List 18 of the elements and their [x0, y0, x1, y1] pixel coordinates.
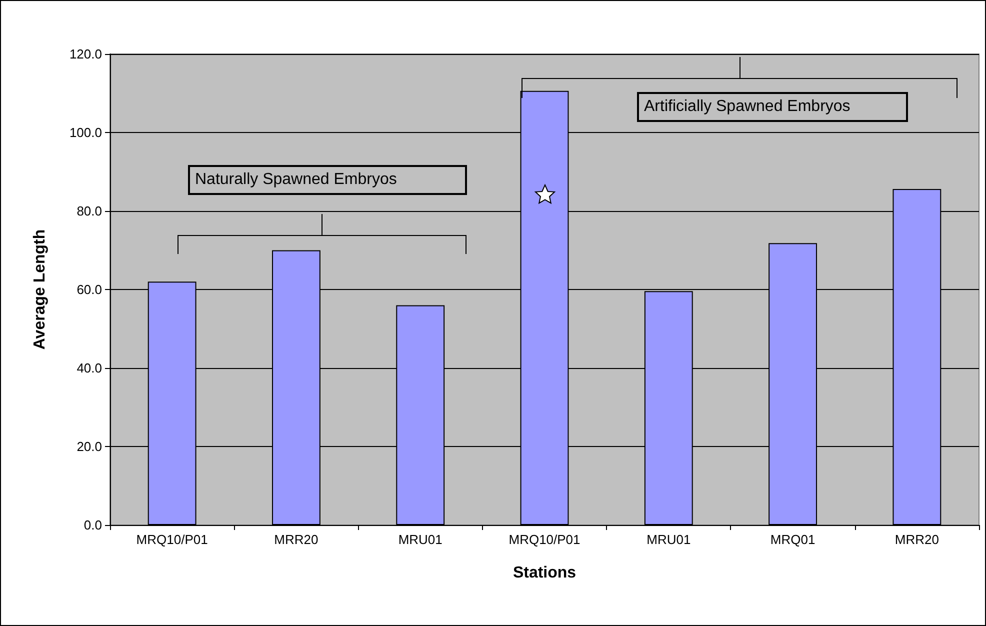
annotation: Naturally Spawned Embryos [188, 165, 467, 195]
x-tick-label: MRU01 [398, 532, 442, 547]
x-axis-title: Stations [512, 564, 576, 582]
x-tick-label: MRR20 [894, 532, 939, 547]
y-tick-label: 120.0 [69, 46, 102, 62]
y-tick-label: 40.0 [76, 360, 102, 376]
x-tick-label: MRR20 [274, 532, 318, 547]
x-tick-label: MRQ10/P01 [136, 532, 208, 547]
y-axis-title: Average Length [32, 229, 48, 350]
y-tick-label: 100.0 [69, 125, 102, 140]
x-tick-label: MRQ01 [770, 532, 816, 547]
y-tick-label: 20.0 [76, 439, 102, 454]
annotation: Artificially Spawned Embryos [637, 92, 908, 122]
y-tick-label: 80.0 [76, 204, 102, 218]
x-tick-label: MRU01 [646, 532, 691, 547]
x-tick-label: MRQ10/P01 [508, 532, 580, 547]
y-tick-label: 60.0 [76, 282, 102, 297]
y-tick-label: 0.0 [84, 518, 102, 532]
